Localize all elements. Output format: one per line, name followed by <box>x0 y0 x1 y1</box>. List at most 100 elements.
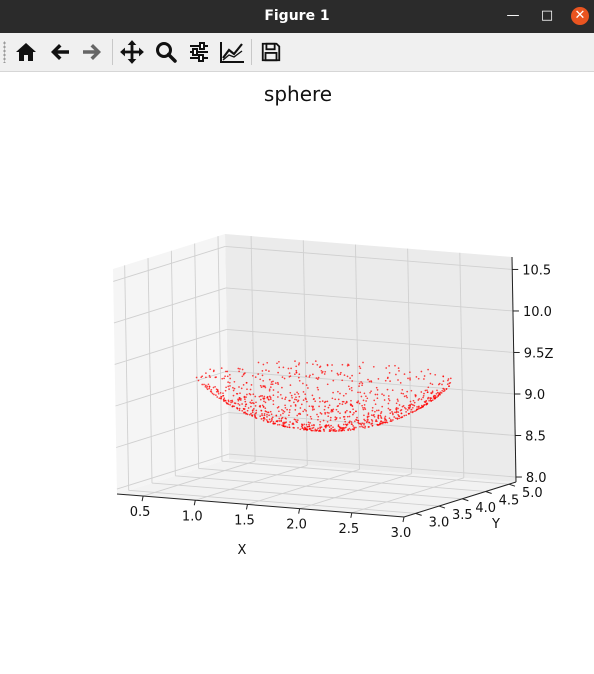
scatter-point <box>331 397 334 400</box>
scatter-point <box>290 394 293 397</box>
scatter-point <box>278 366 281 369</box>
scatter-point <box>324 370 327 373</box>
scatter-point <box>232 405 234 407</box>
scatter-point <box>353 412 355 414</box>
scatter-point <box>284 406 287 409</box>
scatter-point <box>250 412 252 415</box>
scatter-point <box>327 424 330 426</box>
scatter-point <box>262 419 265 422</box>
scatter-point <box>436 389 438 392</box>
scatter-point <box>281 397 284 400</box>
pan-button[interactable] <box>118 38 146 66</box>
maximize-icon[interactable]: □ <box>540 8 554 23</box>
scatter-point <box>381 422 384 425</box>
scatter-point <box>384 421 387 424</box>
scatter-point <box>417 406 420 408</box>
scatter-point <box>287 367 290 370</box>
scatter-point <box>421 406 423 408</box>
scatter-point <box>215 388 218 391</box>
scatter-point <box>337 410 340 413</box>
scatter-point <box>241 403 243 405</box>
scatter-point <box>334 398 337 401</box>
scatter-point <box>311 407 314 409</box>
minimize-icon[interactable]: — <box>506 8 520 23</box>
scatter-point <box>359 367 362 370</box>
zoom-button[interactable] <box>152 38 180 66</box>
scatter-point <box>294 409 297 411</box>
scatter-point <box>403 414 406 417</box>
scatter-point <box>364 408 367 410</box>
scatter-point <box>329 416 332 419</box>
scatter3d-chart[interactable]: sphere 0.5 1.0 1.5 2.0 2.5 3.03.0 3.5 4.0 4.5 5.0… <box>0 72 594 670</box>
y-grid-line <box>170 250 176 476</box>
scatter-point <box>312 429 314 432</box>
scatter-point <box>294 419 297 421</box>
scatter-point <box>436 391 439 394</box>
scatter-point <box>370 418 373 421</box>
scatter-point <box>288 399 291 402</box>
scatter-point <box>282 425 285 427</box>
scatter-point <box>333 428 336 431</box>
scatter-point <box>402 405 405 407</box>
scatter-point <box>278 423 281 426</box>
scatter-point <box>361 384 363 387</box>
scatter-point <box>394 417 397 420</box>
scatter-point <box>297 363 300 366</box>
scatter-point <box>284 404 286 407</box>
scatter-point <box>245 403 247 406</box>
scatter-point <box>286 426 289 428</box>
scatter-point <box>366 415 369 418</box>
scatter-point <box>368 380 371 383</box>
scatter-point <box>206 388 209 391</box>
scatter-point <box>281 386 283 389</box>
scatter-point <box>212 370 215 373</box>
z-tick-label: 8.0 <box>526 471 547 486</box>
save-button[interactable] <box>257 38 285 66</box>
home-button[interactable] <box>12 38 40 66</box>
scatter-point <box>423 392 425 395</box>
scatter-point <box>357 419 360 422</box>
scatter-point <box>406 396 408 399</box>
scatter-point <box>243 412 245 414</box>
scatter-point <box>402 392 405 395</box>
figure-canvas[interactable]: sphere 0.5 1.0 1.5 2.0 2.5 3.0 3.0 3.5 4.0 4.5 5.0… <box>0 72 594 670</box>
scatter-point <box>265 419 268 421</box>
scatter-point <box>246 409 249 412</box>
scatter-point <box>258 395 261 398</box>
scatter-point <box>311 405 313 408</box>
back-pane <box>225 234 516 482</box>
scatter-point <box>208 387 211 390</box>
forward-button[interactable] <box>78 38 106 66</box>
scatter-point <box>238 409 241 412</box>
z-grid-line <box>113 246 226 282</box>
back-button[interactable] <box>46 38 74 66</box>
scatter-point <box>248 392 251 395</box>
x-tick-mark <box>402 516 405 523</box>
scatter-point <box>269 421 272 423</box>
scatter-point <box>314 429 316 432</box>
x-tick-mark <box>298 508 301 514</box>
scatter-point <box>398 404 401 406</box>
scatter-point <box>357 391 359 394</box>
scatter-point <box>271 417 273 420</box>
scatter-point <box>337 405 340 407</box>
scatter-point <box>327 415 330 418</box>
z-axis-line <box>511 256 517 483</box>
scatter-point <box>397 415 400 417</box>
scatter-point <box>296 419 299 421</box>
scatter-point <box>377 424 379 426</box>
scatter-point <box>391 389 394 392</box>
scatter-point <box>245 396 247 398</box>
scatter-point <box>302 391 305 393</box>
scatter-point <box>297 393 300 395</box>
scatter-point <box>262 405 265 408</box>
scatter-point <box>376 389 379 391</box>
close-icon[interactable]: ✕ <box>571 7 589 25</box>
configure-subplots-button[interactable] <box>185 38 213 66</box>
scatter-point <box>410 389 413 392</box>
edit-axis-button[interactable] <box>218 38 246 66</box>
scatter-point <box>328 428 331 431</box>
scatter-point <box>341 429 344 432</box>
scatter-point <box>380 417 383 419</box>
scatter-point <box>387 407 390 410</box>
